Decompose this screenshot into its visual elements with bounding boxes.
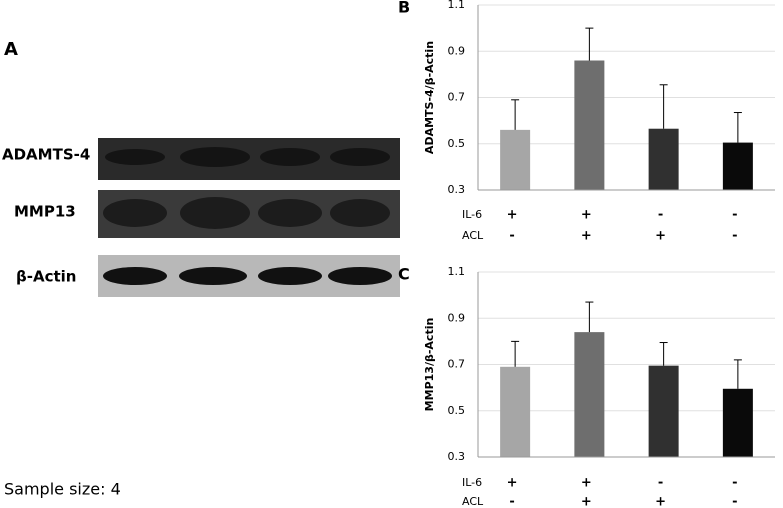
- condition-name: IL-6: [462, 208, 482, 221]
- condition-sign: -: [658, 476, 663, 491]
- y-tick-label: 0.5: [448, 137, 466, 150]
- y-axis-title: ADAMTS-4/β-Actin: [423, 41, 436, 154]
- condition-sign: -: [509, 229, 514, 244]
- condition-sign: +: [581, 208, 592, 223]
- panel-label: A: [4, 39, 18, 60]
- condition-sign: -: [732, 208, 737, 223]
- y-tick-label: 1.1: [448, 0, 466, 11]
- bar: [574, 332, 605, 457]
- condition-sign: +: [581, 229, 592, 244]
- condition-sign: +: [507, 476, 518, 491]
- condition-sign: -: [732, 495, 737, 508]
- condition-name: ACL: [462, 495, 484, 508]
- condition-sign: -: [732, 229, 737, 244]
- bands: [105, 147, 390, 167]
- blot-label: ADAMTS-4: [2, 146, 90, 164]
- condition-sign: +: [581, 476, 592, 491]
- condition-sign: +: [507, 208, 518, 223]
- bar: [648, 365, 679, 457]
- condition-sign: -: [658, 208, 663, 223]
- bands: [103, 197, 390, 229]
- y-tick-label: 0.5: [448, 404, 466, 417]
- condition-name: ACL: [462, 229, 484, 242]
- bar: [500, 366, 531, 457]
- y-tick-label: 0.7: [448, 358, 466, 371]
- bar: [648, 128, 679, 190]
- condition-name: IL-6: [462, 476, 482, 489]
- condition-sign: +: [655, 229, 666, 244]
- panel-label: B: [398, 0, 410, 17]
- blot-label: MMP13: [14, 203, 76, 221]
- bands: [103, 267, 392, 285]
- panel-a: A ADAMTS-4 MMP13 β-Actin Sample size: 4: [2, 39, 400, 499]
- y-tick-label: 0.7: [448, 91, 466, 104]
- y-tick-label: 0.3: [448, 450, 466, 463]
- y-tick-label: 0.3: [448, 183, 466, 196]
- condition-sign: +: [655, 495, 666, 508]
- blot-label: β-Actin: [16, 268, 76, 286]
- condition-sign: -: [732, 476, 737, 491]
- bar: [500, 129, 531, 190]
- bar: [722, 388, 753, 457]
- sample-size: Sample size: 4: [4, 480, 121, 499]
- y-tick-label: 1.1: [448, 265, 466, 278]
- y-tick-label: 0.9: [448, 44, 466, 57]
- y-axis-title: MMP13/β-Actin: [423, 318, 436, 412]
- condition-sign: -: [509, 495, 514, 508]
- bar: [574, 60, 605, 190]
- y-tick-label: 0.9: [448, 311, 466, 324]
- panel-label: C: [398, 265, 410, 284]
- bar: [722, 142, 753, 190]
- condition-sign: +: [581, 495, 592, 508]
